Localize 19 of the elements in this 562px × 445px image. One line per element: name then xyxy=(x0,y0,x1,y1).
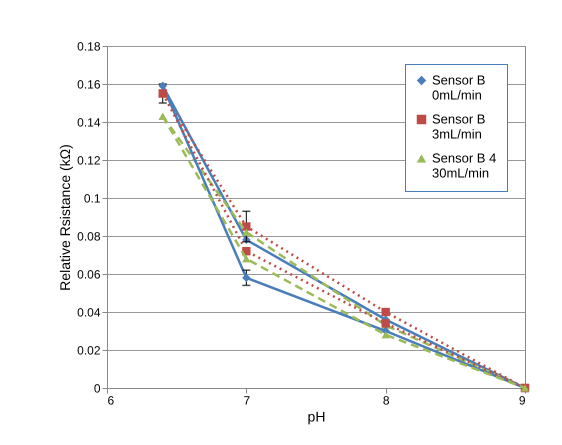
x-axis-title: pH xyxy=(308,408,326,424)
y-tick-label: 0.16 xyxy=(77,78,101,92)
y-tick-label: 0.1 xyxy=(84,192,101,206)
y-axis-title: Relative Rsistance (kΩ) xyxy=(57,144,74,291)
legend-label: Sensor B 0mL/min xyxy=(432,72,486,102)
x-tick-label: 8 xyxy=(382,394,390,408)
legend-label: Sensor B 3mL/min xyxy=(432,112,486,142)
y-tick-label: 0 xyxy=(94,382,101,396)
x-tick-label: 6 xyxy=(108,394,114,408)
y-tick-label: 0.06 xyxy=(77,268,101,282)
y-tick-label: 0.18 xyxy=(77,40,101,54)
y-tick-label: 0.04 xyxy=(77,306,101,320)
x-tick-label: 9 xyxy=(518,394,526,408)
y-tick-label: 0.12 xyxy=(77,154,101,168)
y-tick-label: 0.08 xyxy=(77,230,101,244)
y-tick-label: 0.02 xyxy=(77,344,101,358)
legend-label: Sensor B 4 30mL/min xyxy=(432,150,496,180)
y-tick-label: 0.14 xyxy=(77,116,101,130)
x-tick-label: 7 xyxy=(243,394,250,408)
